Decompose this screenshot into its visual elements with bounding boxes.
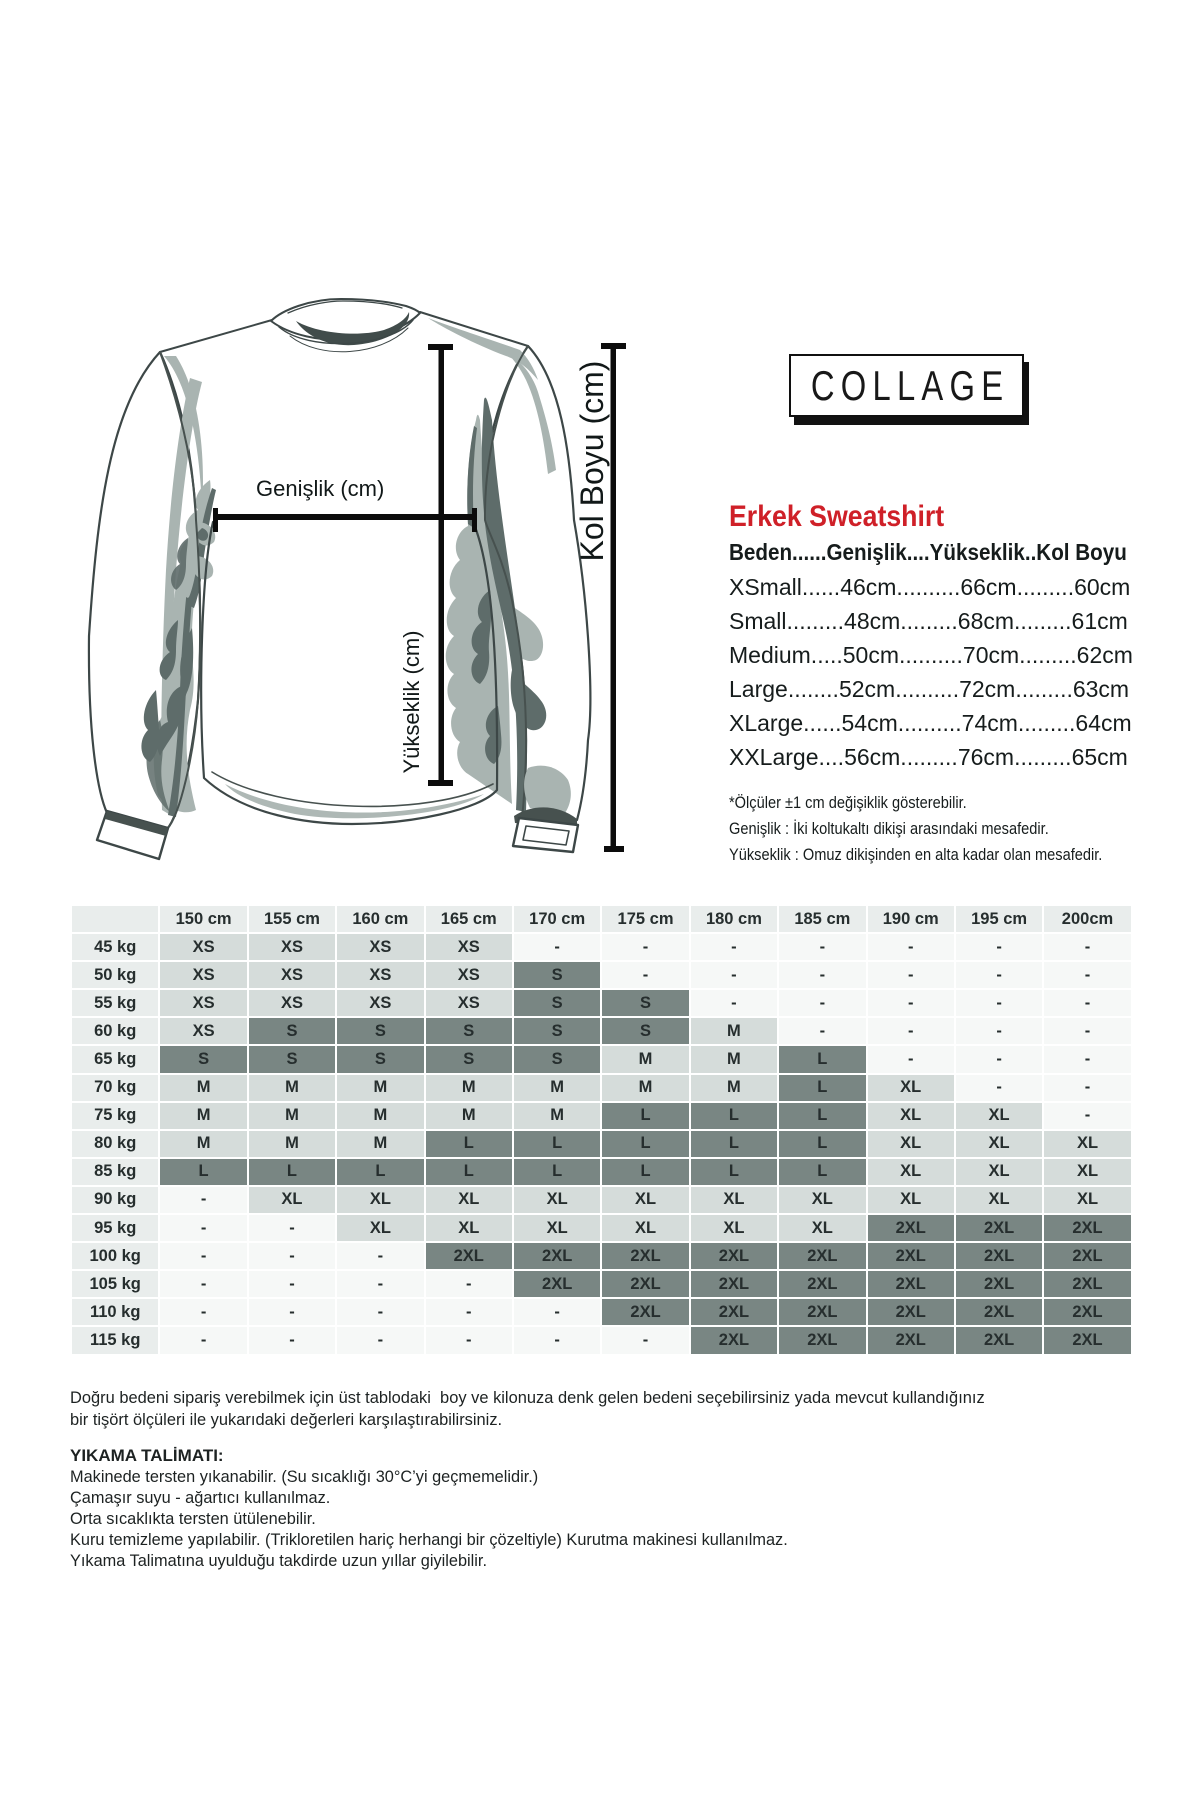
svg-text:Yükseklik (cm): Yükseklik (cm) bbox=[399, 630, 424, 773]
svg-text:Genişlik (cm): Genişlik (cm) bbox=[256, 476, 384, 501]
svg-text:Kol Boyu (cm): Kol Boyu (cm) bbox=[574, 361, 610, 562]
